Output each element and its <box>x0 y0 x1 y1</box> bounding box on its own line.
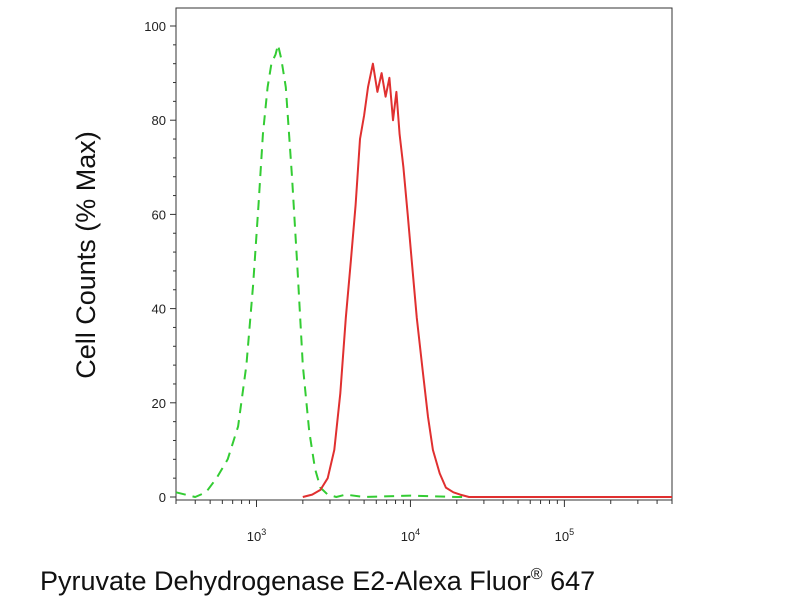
y-tick-label: 100 <box>144 19 166 34</box>
plot-frame <box>175 7 673 501</box>
x-axis-title-suffix: 647 <box>543 566 596 596</box>
y-tick-label: 80 <box>152 113 166 128</box>
y-axis-title: Cell Counts (% Max) <box>71 131 101 379</box>
x-tick-label-exponent: 3 <box>261 527 266 537</box>
x-axis-title-main: Pyruvate Dehydrogenase E2-Alexa Fluor <box>40 566 531 596</box>
x-tick-label-exponent: 4 <box>415 527 420 537</box>
control-histogram-line <box>175 43 484 498</box>
series-layer <box>175 43 672 498</box>
x-axis-title: Pyruvate Dehydrogenase E2-Alexa Fluor® 6… <box>40 566 595 596</box>
y-tick-label: 40 <box>152 302 166 317</box>
sample-histogram-line <box>302 62 672 498</box>
x-tick-label-base: 10 <box>247 529 261 544</box>
x-axis-title-superscript: ® <box>531 566 543 583</box>
x-tick-label: 104 <box>401 527 420 544</box>
x-tick-label: 105 <box>555 527 574 544</box>
y-tick-label: 20 <box>152 396 166 411</box>
y-tick-label: 60 <box>152 207 166 222</box>
y-tick-label: 0 <box>159 490 166 505</box>
x-tick-label-base: 10 <box>555 529 569 544</box>
axes <box>175 7 673 501</box>
x-tick-label: 103 <box>247 527 266 544</box>
x-tick-label-base: 10 <box>401 529 415 544</box>
x-tick-label-exponent: 5 <box>569 527 574 537</box>
